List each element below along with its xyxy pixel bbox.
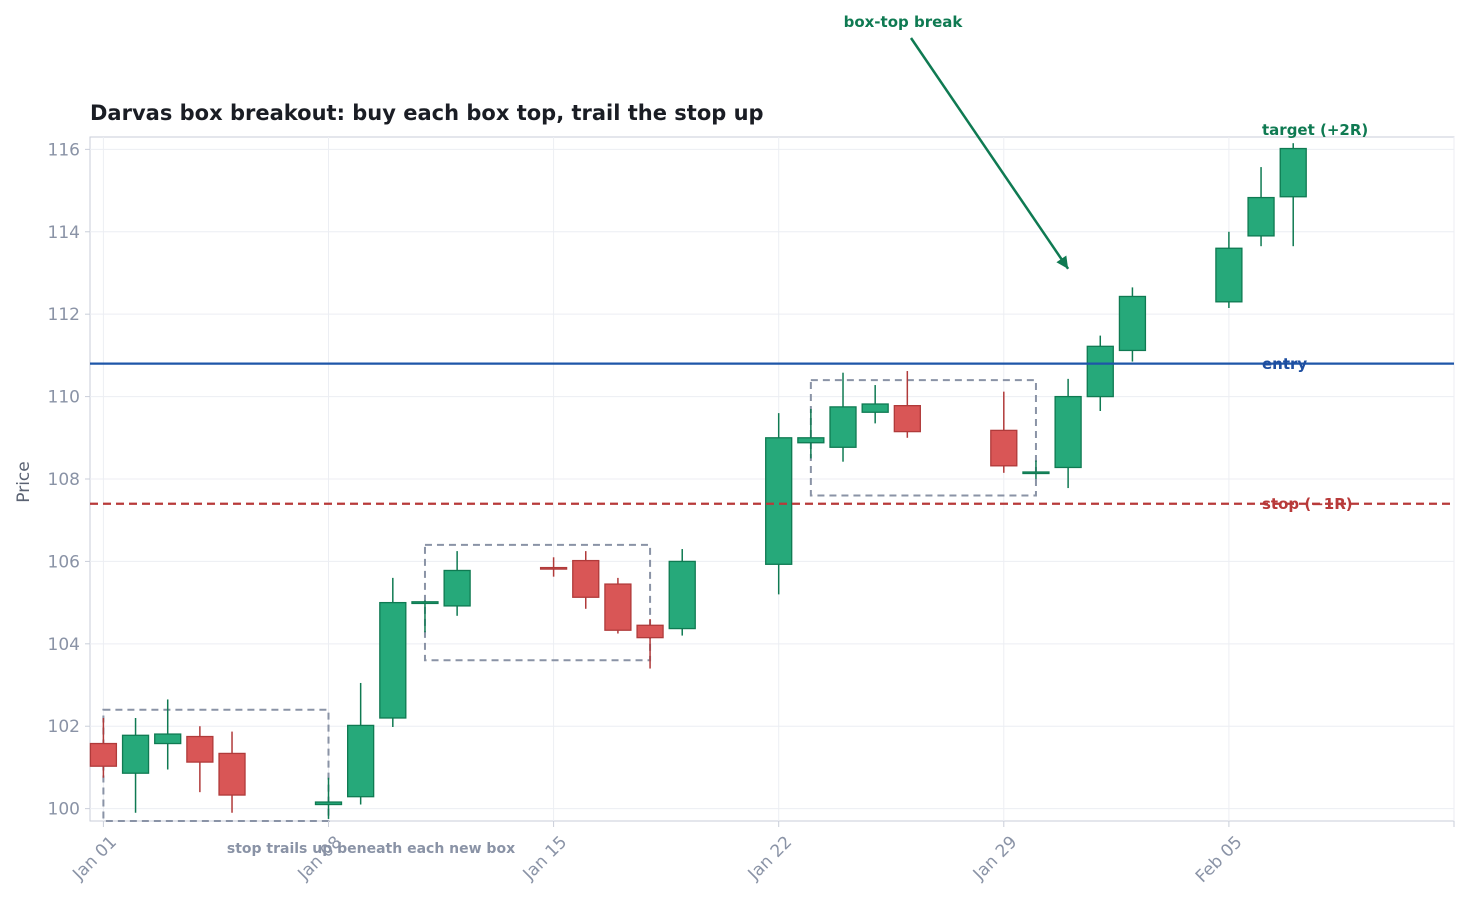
candle: [1086, 335, 1114, 412]
candle: [1022, 460, 1050, 479]
candle: [636, 619, 664, 669]
arrow-head: [1056, 255, 1069, 269]
candle-body: [829, 406, 857, 448]
darvas-box: [809, 379, 1037, 497]
candle-body: [121, 734, 150, 774]
candle: [347, 682, 375, 805]
candle: [379, 577, 407, 728]
stop-trail-note: stop trails up beneath each new box: [227, 841, 515, 857]
x-tick-label: Jan 15: [519, 832, 572, 885]
candle-body: [893, 405, 921, 433]
x-tick-label: Jan 22: [744, 832, 797, 885]
stop-label: stop (−1R): [1262, 495, 1353, 513]
candle: [990, 391, 1018, 473]
box-top-break-arrow: [909, 37, 1070, 270]
candle-body: [1279, 147, 1307, 198]
y-tick-label: 104: [48, 635, 80, 655]
target-label: target (+2R): [1262, 121, 1368, 139]
candle-body: [1086, 345, 1114, 398]
box-top-break-label: box-top break: [844, 13, 964, 31]
candle: [539, 557, 568, 577]
candle-body: [1215, 247, 1243, 303]
y-axis-label: Price: [14, 461, 34, 502]
candle: [443, 551, 471, 616]
candle-body: [797, 437, 825, 444]
candle-body: [1054, 395, 1082, 469]
y-tick-label: 114: [48, 223, 80, 243]
candle: [121, 717, 150, 813]
candle-body: [347, 724, 375, 798]
candle: [218, 731, 246, 813]
candle-body: [218, 752, 246, 796]
y-tick-label: 106: [48, 552, 80, 572]
candle: [829, 372, 857, 462]
y-tick-label: 102: [48, 717, 80, 737]
candle: [1215, 231, 1243, 308]
candle-body: [1247, 196, 1275, 237]
candle: [1118, 287, 1147, 362]
candle: [1247, 167, 1275, 247]
candle-body: [1118, 295, 1147, 352]
candle: [797, 408, 825, 459]
candle: [765, 413, 793, 595]
candle-body: [668, 560, 696, 630]
candle: [89, 717, 118, 778]
chart-title: Darvas box breakout: buy each box top, t…: [90, 101, 764, 125]
y-axis: 100 102 104 106 108 110 112 114 116: [48, 140, 90, 820]
candles: [89, 143, 1307, 819]
grid: [90, 137, 1455, 821]
x-tick-label: Jan 29: [969, 832, 1022, 885]
candle: [314, 777, 343, 819]
entry-label: entry: [1262, 355, 1307, 373]
level-lines: [90, 362, 1454, 505]
candle-body: [411, 601, 439, 605]
darvas-box: [423, 543, 652, 662]
candle-body: [186, 735, 214, 763]
candle-body: [314, 801, 343, 806]
candle-body: [604, 583, 632, 631]
candle: [1054, 378, 1082, 489]
x-tick-label: Feb 05: [1192, 832, 1247, 887]
candle-body: [636, 624, 664, 639]
candle-body: [765, 437, 793, 565]
arrow-shaft: [909, 37, 1070, 270]
x-tick-label: Jan 01: [68, 832, 121, 885]
candle-body: [1022, 471, 1050, 475]
candle: [186, 726, 214, 793]
candle-body: [572, 559, 600, 598]
candle: [668, 549, 696, 636]
y-tick-label: 110: [48, 388, 80, 408]
candle-body: [379, 601, 407, 719]
candle-body: [861, 403, 889, 413]
candle: [572, 551, 600, 609]
candle-body: [990, 429, 1018, 467]
candle-body: [89, 742, 118, 767]
candle-body: [443, 569, 471, 607]
y-tick-label: 116: [48, 140, 80, 160]
y-tick-label: 100: [48, 800, 80, 820]
candle: [604, 577, 632, 634]
y-tick-label: 108: [48, 470, 80, 490]
candle-body: [539, 566, 568, 570]
candle: [1279, 143, 1307, 247]
candle: [893, 371, 921, 438]
candle: [411, 600, 439, 633]
candle: [154, 699, 182, 770]
y-tick-label: 112: [48, 305, 80, 325]
candle: [861, 385, 889, 424]
candle-body: [154, 733, 182, 745]
